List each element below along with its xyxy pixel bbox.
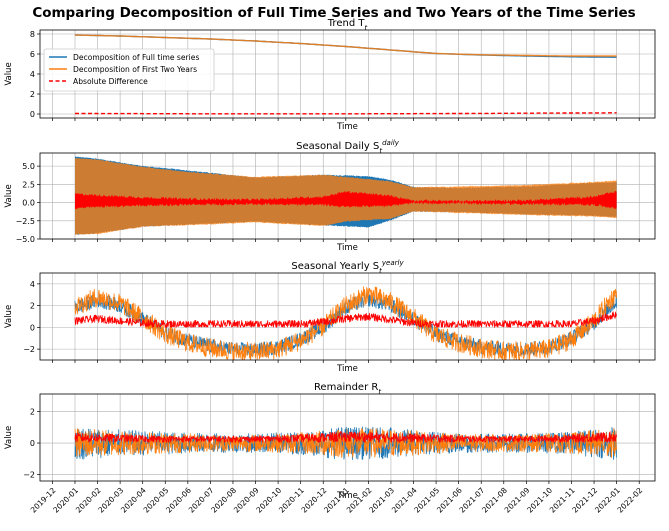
series-line-abs-diff [74,431,617,443]
plot-area [75,156,617,236]
y-tick-label: −5.0 [16,235,35,244]
y-tick-label: 8 [30,30,35,39]
plot-area [74,426,617,460]
y-tick-label: 0 [30,323,35,332]
figure-title: Comparing Decomposition of Full Time Ser… [32,5,635,21]
y-tick-label: −2.5 [16,217,35,226]
x-axis-label: Time [336,122,358,132]
legend-label: Absolute Difference [73,77,148,86]
plot-area [74,286,617,360]
y-ticks: 5.0 2.5 0.0 −2.5 −5.0 [16,162,40,244]
panel-trend: 0 2 4 6 8 Trend Tt Time Value Decomposition … [4,18,656,132]
y-tick-label: 4 [30,280,35,289]
series-line-two-years [74,34,617,57]
legend-label: Decomposition of First Two Years [73,65,197,74]
panel-title: Trend Tt [327,18,368,32]
axes-frame [39,272,656,361]
panel-seasonal-yearly: 4 2 0 −2 Seasonal Yearly Styearly Time Valu… [4,259,656,374]
series-line-abs-diff [75,112,617,115]
x-ticks [52,239,640,242]
x-ticks [52,118,640,121]
y-tick-label: 0 [30,110,35,119]
y-tick-label: 2 [30,302,35,311]
series-line-two-years [74,286,617,360]
panel-remainder: 20−2 2019-122020-012020-022020-032020-04… [4,382,656,515]
series-line-abs-diff [74,311,617,328]
panel-title: Seasonal Daily Stdaily [296,139,400,155]
axes-frame [39,393,656,482]
x-axis-label: Time [336,364,358,374]
y-ticks: 0 2 4 6 8 [30,30,40,119]
y-tick-label: 6 [30,50,35,59]
y-tick-label: −2 [23,345,35,354]
plot-area [74,34,617,115]
y-tick-label: 5.0 [22,162,35,171]
series-band-abs-diff [75,190,617,210]
axes-frame [39,152,656,240]
panel-seasonal-daily: 5.0 2.5 0.0 −2.5 −5.0 Seasonal Daily Stdaily… [4,139,656,253]
panel-title: Seasonal Yearly Styearly [291,259,404,275]
x-tick-label: 2022-02 [616,486,645,515]
y-tick-label: 0.0 [22,199,35,208]
y-axis-label: Value [4,305,14,328]
y-tick-label: 2 [30,90,35,99]
y-tick-label: 0 [30,439,35,448]
y-tick-label: 2 [30,407,35,416]
x-ticks [52,360,640,363]
y-ticks: 4 2 0 −2 [23,280,40,354]
y-ticks: 2 0 −2 [23,407,40,480]
y-tick-label: −2 [23,471,35,480]
y-axis-label: Value [4,62,14,85]
x-axis-label: Time [336,243,358,253]
legend: Decomposition of Full time series Decompo… [43,48,215,92]
y-axis-label: Value [4,426,14,449]
legend-box [43,48,215,92]
x-axis-label: Time [336,491,358,501]
y-tick-label: 4 [30,70,35,79]
legend-label: Decomposition of Full time series [73,53,199,62]
y-tick-label: 2.5 [22,180,35,189]
y-axis-label: Value [4,184,14,207]
panel-title: Remainder Rt [314,382,381,396]
